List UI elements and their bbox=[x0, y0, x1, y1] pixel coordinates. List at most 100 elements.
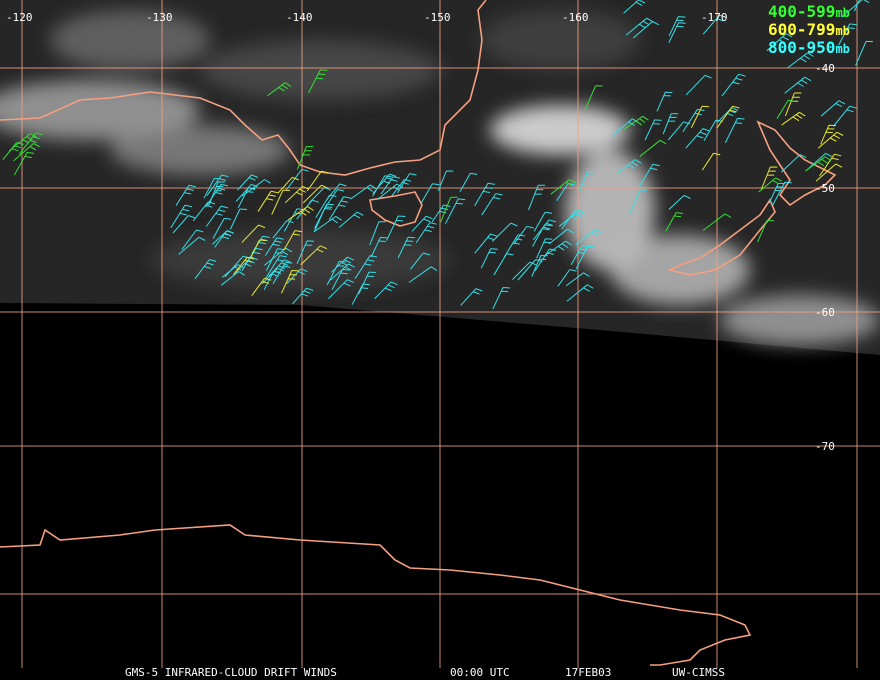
wind-barb bbox=[267, 82, 292, 97]
wind-barb bbox=[512, 261, 537, 281]
wind-barb bbox=[268, 259, 291, 278]
wind-barb bbox=[623, 115, 649, 130]
wind-barb bbox=[8, 133, 37, 152]
wind-barb bbox=[532, 219, 556, 241]
wind-barb bbox=[241, 224, 266, 243]
wind-barb bbox=[411, 215, 433, 232]
wind-barb bbox=[175, 184, 196, 206]
wind-barb bbox=[855, 40, 874, 66]
wind-barb bbox=[261, 267, 285, 284]
wind-barb bbox=[721, 73, 746, 97]
footer-text: 17FEB03 bbox=[565, 666, 611, 679]
wind-barb bbox=[328, 196, 351, 221]
wind-barb bbox=[557, 269, 577, 287]
wind-barb bbox=[277, 176, 299, 194]
wind-barb bbox=[302, 184, 329, 204]
wind-barb bbox=[2, 142, 24, 161]
wind-barb bbox=[724, 117, 745, 144]
latitude-label: -70 bbox=[815, 440, 835, 453]
wind-barb bbox=[237, 174, 259, 191]
wind-barb bbox=[338, 211, 364, 228]
wind-barb bbox=[685, 74, 712, 96]
wind-barb bbox=[776, 99, 796, 119]
wind-barb bbox=[232, 256, 258, 276]
longitude-label: -140 bbox=[286, 11, 313, 24]
wind-barb bbox=[440, 196, 458, 223]
legend-unit: mb bbox=[835, 42, 849, 56]
wind-barb bbox=[372, 173, 397, 194]
wind-barb bbox=[503, 234, 525, 258]
wind-barb bbox=[284, 185, 310, 204]
wind-barb bbox=[558, 210, 586, 227]
wind-barb bbox=[481, 193, 503, 216]
wind-barb bbox=[420, 183, 440, 205]
wind-barb bbox=[772, 181, 792, 206]
wind-barb bbox=[306, 170, 329, 192]
longitude-label: -160 bbox=[562, 11, 589, 24]
legend-entry: 600-799mb bbox=[768, 20, 850, 39]
footer-text: UW-CIMSS bbox=[672, 666, 725, 679]
legend-range: 400-599 bbox=[768, 2, 835, 21]
wind-barb bbox=[459, 172, 478, 192]
wind-barb bbox=[212, 217, 232, 239]
wind-barb bbox=[296, 240, 315, 265]
wind-barb bbox=[757, 219, 775, 243]
wind-barb bbox=[644, 119, 662, 141]
wind-barb bbox=[616, 159, 642, 174]
wind-barb bbox=[838, 23, 857, 46]
wind-barb bbox=[662, 113, 679, 135]
wind-barb bbox=[170, 204, 192, 229]
wind-barb bbox=[702, 14, 727, 35]
wind-barb bbox=[632, 21, 659, 39]
wind-barb bbox=[639, 139, 667, 157]
coastlines bbox=[0, 0, 837, 666]
wind-barb bbox=[575, 228, 602, 246]
wind-barb bbox=[354, 255, 377, 279]
wind-barb bbox=[716, 105, 740, 129]
wind-barb bbox=[296, 146, 314, 170]
wind-barb bbox=[397, 236, 416, 259]
longitude-label: -130 bbox=[146, 11, 173, 24]
wind-barb bbox=[492, 287, 511, 310]
wind-barb bbox=[192, 201, 216, 222]
wind-barb bbox=[203, 177, 222, 199]
wind-barb bbox=[491, 222, 518, 242]
wind-barb bbox=[264, 237, 284, 256]
wind-barb bbox=[668, 22, 686, 43]
wind-barb bbox=[528, 184, 546, 211]
wind-barb bbox=[391, 178, 412, 197]
latitude-label: -40 bbox=[815, 62, 835, 75]
wind-barb bbox=[325, 183, 347, 202]
wind-barb bbox=[784, 76, 812, 94]
wind-barb bbox=[690, 105, 710, 128]
legend-unit: mb bbox=[835, 6, 849, 20]
wind-barb bbox=[13, 143, 40, 162]
legend-range: 800-950 bbox=[768, 38, 835, 57]
wind-barb bbox=[292, 287, 314, 305]
wind-barb bbox=[820, 100, 846, 117]
wind-barb bbox=[804, 156, 832, 172]
wind-barb bbox=[534, 248, 557, 271]
legend-entry: 800-950mb bbox=[768, 38, 850, 57]
wind-barb bbox=[287, 206, 314, 221]
wind-barb bbox=[326, 260, 347, 286]
wind-barb bbox=[702, 213, 732, 231]
wind-barb bbox=[623, 0, 646, 14]
wind-barb bbox=[787, 52, 814, 69]
wind-barb bbox=[766, 33, 793, 52]
grid-labels: -120 -130 -140 -150 -160 -170 -40 -50 -60 -70 bbox=[6, 11, 835, 453]
wind-barb bbox=[780, 154, 807, 173]
wind-barb bbox=[474, 233, 498, 254]
wind-barb bbox=[639, 163, 660, 187]
wind-barb bbox=[820, 124, 836, 145]
wind-barb bbox=[841, 0, 870, 18]
wind-barb bbox=[584, 85, 603, 111]
wind-barb bbox=[205, 183, 229, 208]
wind-barb bbox=[235, 183, 258, 202]
wind-barb bbox=[815, 163, 843, 182]
wind-barb bbox=[251, 277, 272, 296]
longitude-label: -170 bbox=[701, 11, 728, 24]
wind-barb bbox=[172, 215, 196, 234]
wind-barb bbox=[309, 186, 332, 203]
wind-barb bbox=[625, 17, 653, 36]
